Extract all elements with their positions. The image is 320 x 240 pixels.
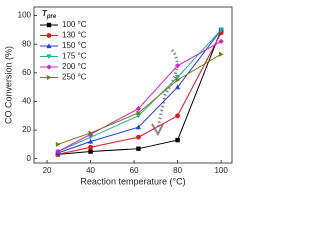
marker bbox=[88, 144, 93, 150]
marker bbox=[87, 135, 94, 140]
marker bbox=[175, 113, 181, 119]
legend-marker bbox=[46, 54, 52, 60]
legend-label: 175 °C bbox=[62, 52, 87, 61]
marker bbox=[175, 77, 181, 83]
x-tick-label: 60 bbox=[130, 166, 139, 175]
marker bbox=[175, 63, 181, 69]
legend-title: Tpre bbox=[42, 9, 57, 19]
x-tick-label: 40 bbox=[86, 166, 95, 175]
annotation-arrow bbox=[156, 48, 179, 129]
marker bbox=[175, 137, 180, 143]
legend-label: 250 °C bbox=[62, 73, 87, 82]
y-tick-label: 0 bbox=[27, 154, 32, 163]
y-axis-label: CO Conversion (%) bbox=[3, 46, 13, 124]
legend-title-main: T bbox=[42, 9, 48, 18]
legend-marker bbox=[46, 74, 52, 81]
x-tick-label: 100 bbox=[214, 166, 228, 175]
legend-label: 200 °C bbox=[62, 62, 87, 71]
marker bbox=[135, 106, 142, 112]
arrow-head bbox=[151, 123, 164, 137]
legend-label: 130 °C bbox=[62, 31, 87, 40]
y-tick-label: 20 bbox=[22, 125, 31, 134]
marker bbox=[136, 110, 142, 116]
legend-label: 100 °C bbox=[62, 20, 87, 29]
marker bbox=[55, 148, 61, 155]
marker bbox=[87, 138, 94, 144]
y-tick-label: 100 bbox=[18, 11, 32, 20]
x-axis-label: Reaction temperature (°C) bbox=[80, 176, 185, 186]
marker bbox=[135, 124, 142, 130]
legend-marker bbox=[46, 22, 52, 28]
y-tick-label: 40 bbox=[22, 97, 31, 106]
y-tick-label: 80 bbox=[22, 39, 31, 48]
marker bbox=[88, 149, 93, 154]
marker bbox=[136, 134, 141, 140]
legend-title-sub: pre bbox=[46, 14, 57, 20]
marker bbox=[175, 75, 181, 80]
marker bbox=[175, 84, 181, 90]
x-tick-label: 20 bbox=[43, 166, 52, 175]
marker bbox=[218, 27, 224, 33]
legend-label: 150 °C bbox=[62, 41, 87, 50]
marker bbox=[136, 146, 141, 151]
marker bbox=[55, 141, 61, 147]
legend-marker bbox=[46, 64, 52, 70]
x-tick-label: 80 bbox=[173, 166, 182, 175]
marker bbox=[219, 51, 224, 57]
marker bbox=[88, 130, 94, 136]
chart: Reaction temperature (°C) CO Conversion … bbox=[3, 6, 233, 186]
legend-marker bbox=[46, 33, 52, 38]
marker bbox=[218, 38, 224, 44]
y-tick-label: 60 bbox=[22, 68, 31, 77]
legend-marker bbox=[46, 43, 52, 49]
plot-frame bbox=[33, 6, 233, 164]
